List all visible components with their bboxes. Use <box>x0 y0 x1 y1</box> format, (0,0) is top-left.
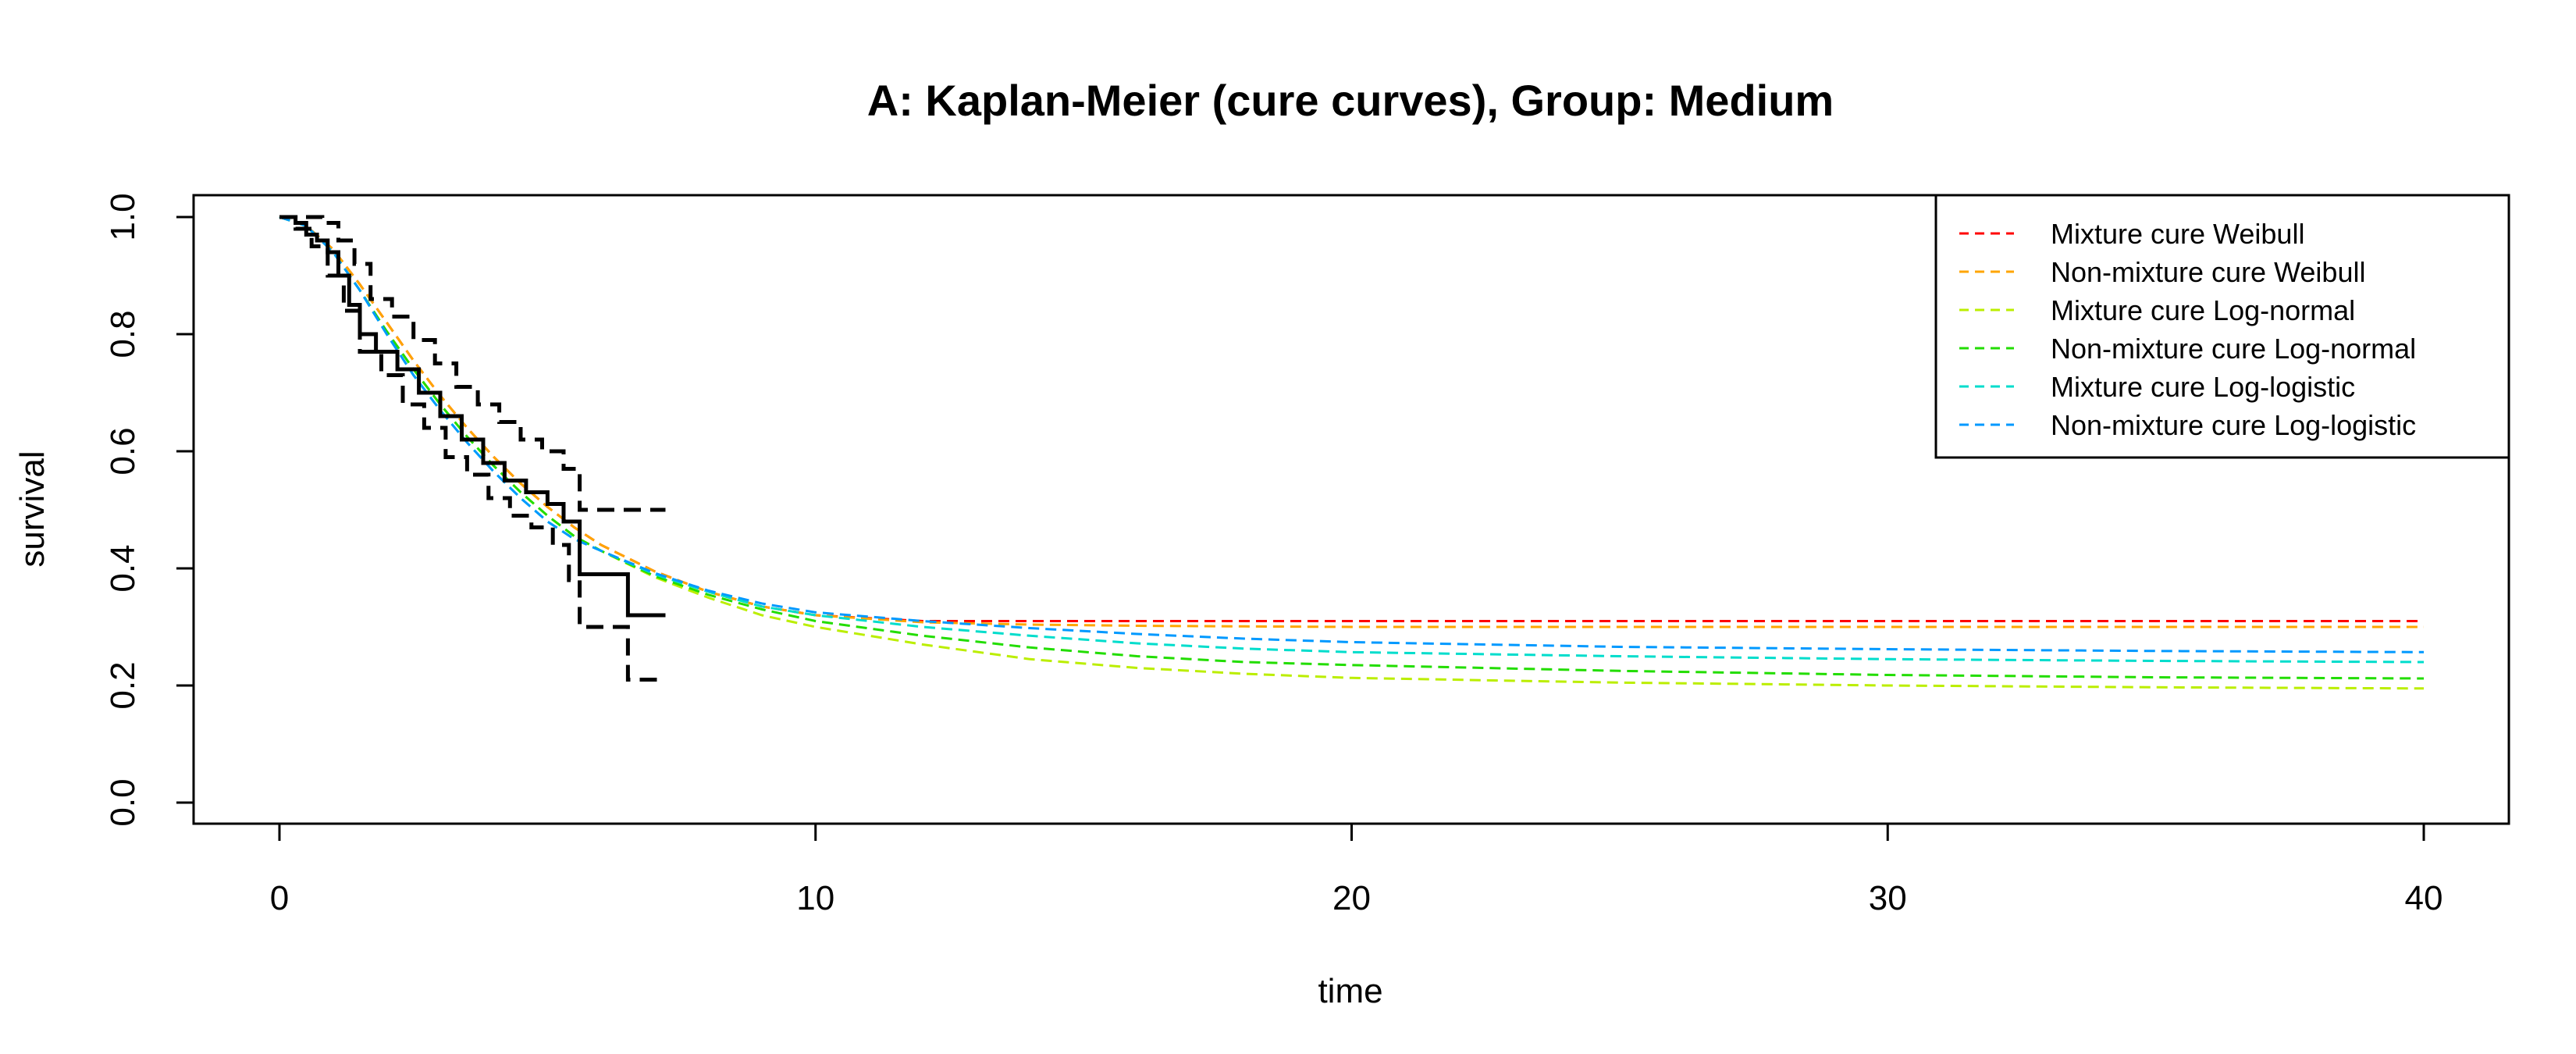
legend: Mixture cure Weibull Non-mixture cure Wei… <box>1934 194 2510 459</box>
legend-label: Mixture cure Log-logistic <box>2051 371 2355 403</box>
y-tick-label: 0.6 <box>104 427 142 475</box>
legend-label: Mixture cure Weibull <box>2051 218 2304 250</box>
x-axis-label: time <box>1318 972 1382 1010</box>
series-line-6 <box>279 215 2425 653</box>
y-tick-label: 0.4 <box>104 544 142 592</box>
y-tick-label: 0.2 <box>104 661 142 709</box>
series-line-2 <box>279 215 2424 628</box>
y-tick-label: 0.0 <box>104 778 142 826</box>
x-axis: 0 10 20 30 40 <box>270 822 2443 917</box>
y-axis-label: survival <box>13 450 52 567</box>
x-tick-label: 0 <box>270 879 289 917</box>
legend-label: Non-mixture cure Weibull <box>2051 256 2365 288</box>
legend-label: Mixture cure Log-normal <box>2051 294 2355 326</box>
y-tick-label: 0.8 <box>104 310 142 358</box>
x-tick-label: 20 <box>1332 879 1371 917</box>
chart-title: A: Kaplan-Meier (cure curves), Group: Me… <box>867 76 1834 125</box>
plot-area <box>279 215 2425 690</box>
y-tick-label: 1.0 <box>104 193 142 240</box>
x-tick-label: 30 <box>1869 879 1907 917</box>
x-tick-label: 40 <box>2405 879 2443 917</box>
legend-label: Non-mixture cure Log-normal <box>2051 333 2416 365</box>
y-axis: 0.0 0.2 0.4 0.6 0.8 1.0 <box>104 193 195 827</box>
x-tick-label: 10 <box>796 879 834 917</box>
km-lower-ci <box>279 215 666 682</box>
legend-label: Non-mixture cure Log-logistic <box>2051 409 2416 441</box>
km-estimate <box>279 215 666 618</box>
km-upper-ci <box>279 215 666 512</box>
legend-box <box>1934 194 2510 459</box>
